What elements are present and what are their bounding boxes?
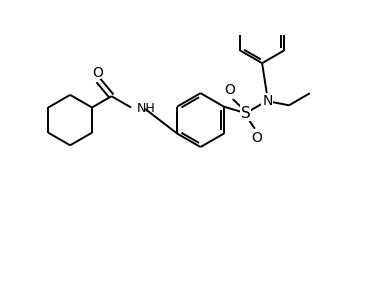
Text: NH: NH	[137, 102, 156, 115]
Text: S: S	[241, 106, 251, 121]
Text: O: O	[225, 83, 236, 97]
Text: O: O	[93, 66, 104, 80]
Text: N: N	[262, 94, 272, 108]
Text: O: O	[251, 131, 262, 145]
